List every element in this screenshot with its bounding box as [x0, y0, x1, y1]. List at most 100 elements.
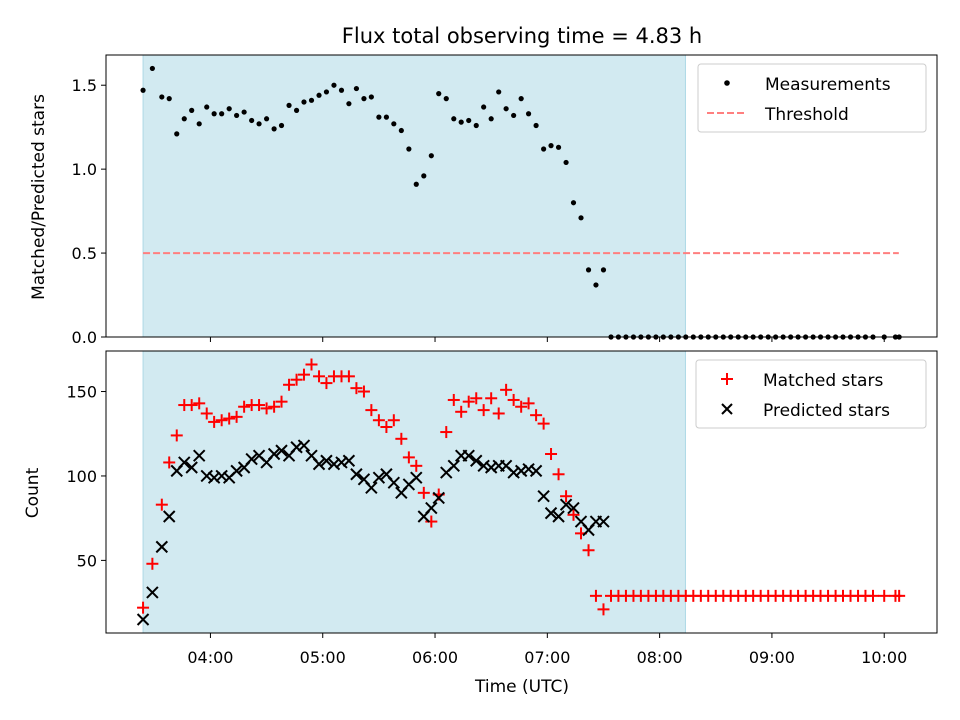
- matched-point: [485, 392, 498, 405]
- predicted-point-b: [320, 454, 333, 467]
- predicted-point-b: [200, 469, 213, 483]
- predicted-point-b: [327, 457, 341, 471]
- matched-point: [155, 498, 168, 511]
- predicted-point: [597, 515, 610, 528]
- predicted-point: [290, 441, 303, 454]
- measurement-point: [323, 89, 330, 95]
- predicted-point-b: [155, 540, 169, 554]
- measurement-point: [346, 101, 352, 107]
- matched-point: [447, 393, 460, 406]
- predicted-point-b: [275, 444, 288, 457]
- predicted-point-b: [387, 476, 401, 489]
- matched-point: [492, 407, 505, 420]
- matched-point: [507, 393, 520, 406]
- x-tick-label: 09:00: [749, 648, 795, 667]
- matched-point: [878, 589, 891, 602]
- predicted-point-b: [507, 466, 520, 479]
- predicted-point: [529, 464, 543, 478]
- matched-point: [597, 603, 610, 616]
- x-axis-label: Time (UTC): [474, 677, 569, 697]
- count-panel: 50 100 150 04:00 05:00 06:00 07:00 08:00 09:00 10…: [66, 350, 938, 667]
- measurement-point: [204, 104, 210, 110]
- predicted-point-b: [178, 456, 191, 469]
- measurement-point: [533, 122, 539, 129]
- predicted-point-b: [484, 461, 498, 474]
- matched-point: [163, 456, 176, 469]
- matched-point: [477, 404, 490, 417]
- measurement-point: [286, 102, 292, 108]
- measurement-point: [428, 153, 434, 159]
- measurement-point: [548, 143, 554, 149]
- predicted-point: [185, 461, 198, 474]
- y-tick-label: 1.5: [72, 76, 97, 95]
- matched-point: [395, 432, 408, 445]
- matched-point: [515, 400, 528, 413]
- matched-point: [283, 378, 296, 391]
- matched-point: [297, 368, 310, 381]
- matched-point: [866, 589, 879, 602]
- measurement-point: [406, 146, 412, 152]
- predicted-point: [146, 586, 159, 599]
- matched-point: [893, 589, 906, 602]
- predicted-point: [522, 462, 535, 476]
- matched-point: [545, 448, 558, 461]
- matched-point: [567, 508, 580, 521]
- predicted-point: [350, 468, 363, 481]
- measurement-point: [293, 107, 300, 113]
- measurement-point: [398, 127, 404, 134]
- predicted-point: [432, 491, 445, 505]
- predicted-point-b: [425, 501, 438, 515]
- measurement-point: [436, 91, 442, 97]
- predicted-point-b: [432, 491, 445, 505]
- predicted-point-b: [230, 464, 243, 478]
- measurement-point: [570, 200, 577, 206]
- axes-frame: [105, 54, 938, 338]
- measurement-point: [383, 114, 390, 120]
- legend-marker-matched: [721, 373, 733, 385]
- predicted-point-b: [146, 586, 159, 599]
- measurement-point: [413, 181, 419, 187]
- legend-marker-predicted: [721, 403, 733, 415]
- measurement-point: [578, 215, 584, 221]
- matched-point: [500, 383, 513, 396]
- predicted-point: [447, 459, 460, 473]
- matched-point: [230, 410, 243, 423]
- y-tick-label: 0.5: [72, 244, 97, 263]
- measurement-point: [196, 121, 202, 127]
- matched-point: [146, 557, 159, 570]
- predicted-point-b: [410, 471, 423, 484]
- predicted-point: [484, 461, 498, 474]
- measurement-point: [301, 99, 307, 105]
- predicted-point: [335, 456, 348, 469]
- predicted-point-b: [312, 457, 326, 471]
- predicted-point: [507, 466, 520, 479]
- matched-point: [372, 414, 385, 427]
- predicted-point: [462, 449, 475, 462]
- x-tick-label: 10:00: [861, 648, 907, 667]
- x-tick-label: 04:00: [187, 648, 233, 667]
- predicted-point: [297, 439, 311, 452]
- predicted-point: [552, 510, 565, 523]
- matched-point: [552, 468, 565, 481]
- matched-point: [410, 459, 423, 472]
- measurement-point: [271, 126, 277, 132]
- predicted-point: [245, 452, 258, 466]
- matched-point: [342, 370, 355, 383]
- measurement-point: [166, 96, 172, 102]
- predicted-point: [230, 464, 243, 478]
- measurement-point: [443, 96, 449, 102]
- measurement-point: [473, 122, 479, 129]
- predicted-point-b: [462, 449, 475, 462]
- predicted-point: [559, 498, 573, 511]
- predicted-point-b: [252, 449, 266, 462]
- predicted-point-b: [365, 481, 378, 494]
- predicted-point-b: [470, 454, 483, 467]
- ratio-legend: Measurements Threshold: [697, 63, 927, 133]
- legend-label-threshold: Threshold: [764, 105, 849, 125]
- series-measurements: [140, 65, 902, 340]
- predicted-point-b: [163, 510, 176, 523]
- predicted-point: [207, 471, 221, 484]
- predicted-point: [365, 481, 378, 494]
- matched-point: [522, 397, 535, 410]
- measurement-point: [368, 94, 374, 100]
